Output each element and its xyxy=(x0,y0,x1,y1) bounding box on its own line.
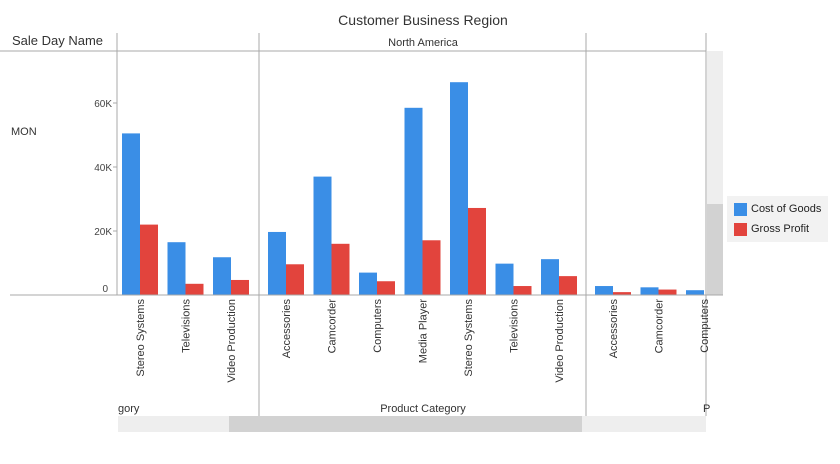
x-axis-label-left-partial: gory xyxy=(118,403,140,415)
x-tick-label: Video Production xyxy=(554,299,566,383)
bar-gross-profit[interactable] xyxy=(140,224,158,295)
bar-gross-profit[interactable] xyxy=(613,292,631,295)
chart-title: Customer Business Region xyxy=(338,12,508,28)
legend-label-gross-profit: Gross Profit xyxy=(751,223,810,235)
row-header: Sale Day Name xyxy=(12,33,103,48)
bar-gross-profit[interactable] xyxy=(231,279,249,295)
x-tick-label: Camcorder xyxy=(654,299,666,354)
x-tick-label: Camcorder xyxy=(327,299,339,354)
x-axis-label: Product Category xyxy=(380,403,466,415)
bar-cost-of-goods[interactable] xyxy=(495,263,514,295)
x-tick-label: Accessories xyxy=(608,299,620,359)
x-tick-label: Televisions xyxy=(181,299,193,353)
x-tick-label: Accessories xyxy=(281,299,293,359)
horizontal-scroll-thumb[interactable] xyxy=(229,416,582,432)
bar-cost-of-goods[interactable] xyxy=(268,231,286,295)
row-label: MON xyxy=(11,126,37,138)
bar-cost-of-goods[interactable] xyxy=(686,290,704,295)
bar-gross-profit[interactable] xyxy=(286,264,304,295)
bar-gross-profit[interactable] xyxy=(331,243,350,295)
bar-cost-of-goods[interactable] xyxy=(313,176,332,295)
x-tick-label: Televisions xyxy=(509,299,521,353)
legend: Cost of Goods Gross Profit xyxy=(727,196,828,242)
bar-gross-profit[interactable] xyxy=(185,283,204,295)
bar-gross-profit[interactable] xyxy=(559,276,577,295)
y-tick-label: 20K xyxy=(94,227,112,238)
bar-gross-profit[interactable] xyxy=(468,207,486,295)
bar-cost-of-goods[interactable] xyxy=(450,82,468,295)
bar-gross-profit[interactable] xyxy=(513,286,532,295)
vertical-scroll-thumb[interactable] xyxy=(707,204,723,295)
legend-swatch-gross-profit xyxy=(734,222,747,236)
legend-item-cost-of-goods[interactable]: Cost of Goods xyxy=(734,200,828,218)
region-header: North America xyxy=(388,37,459,49)
legend-swatch-cost-of-goods xyxy=(734,202,747,216)
legend-label-cost-of-goods: Cost of Goods xyxy=(751,203,822,215)
bar-gross-profit[interactable] xyxy=(658,289,677,295)
x-tick-label: Stereo Systems xyxy=(463,299,475,377)
bar-cost-of-goods[interactable] xyxy=(122,133,140,295)
x-tick-label: Computers xyxy=(699,299,711,353)
bar-cost-of-goods[interactable] xyxy=(167,242,186,295)
y-tick-label: 0 xyxy=(102,284,108,295)
legend-item-gross-profit[interactable]: Gross Profit xyxy=(734,220,828,238)
bar-cost-of-goods[interactable] xyxy=(595,286,613,295)
bar-gross-profit[interactable] xyxy=(377,281,395,295)
x-tick-label: Media Player xyxy=(418,299,430,364)
bar-cost-of-goods[interactable] xyxy=(640,287,659,295)
x-tick-label: Video Production xyxy=(226,299,238,383)
y-tick-label: 40K xyxy=(94,163,112,174)
bar-cost-of-goods[interactable] xyxy=(541,259,559,295)
y-tick-label: 60K xyxy=(94,99,112,110)
x-axis-label-right-partial: P xyxy=(703,403,710,415)
x-tick-label: Stereo Systems xyxy=(135,299,147,377)
bar-cost-of-goods[interactable] xyxy=(404,107,423,295)
x-tick-label: Computers xyxy=(372,299,384,353)
bar-cost-of-goods[interactable] xyxy=(213,257,231,295)
bar-gross-profit[interactable] xyxy=(422,240,441,295)
bar-cost-of-goods[interactable] xyxy=(359,272,377,295)
